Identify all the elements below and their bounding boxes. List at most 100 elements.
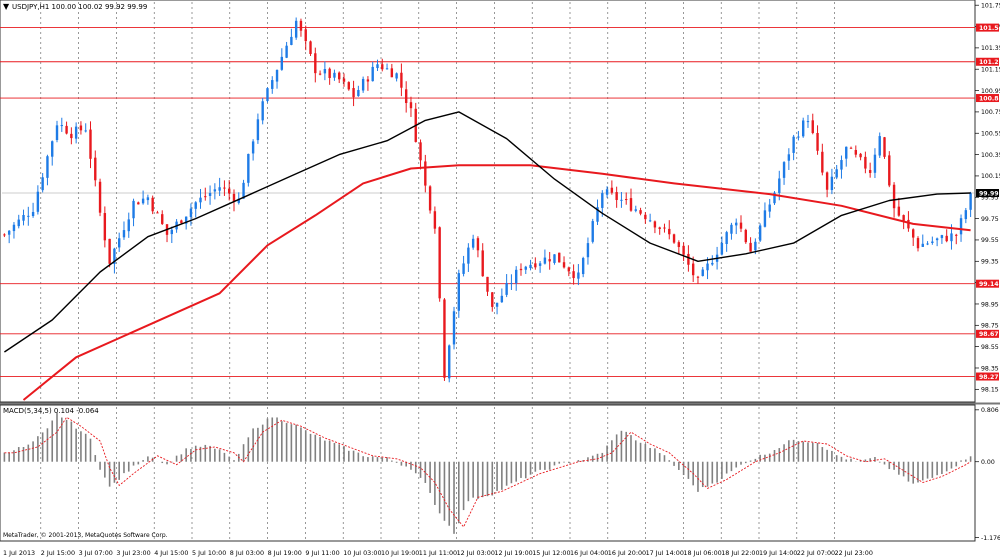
candle-body [161,214,164,224]
candle-body [892,184,896,209]
candle-body [122,230,126,238]
copyright-label: MetaTrader, © 2001-2013, MetaQuotes Soft… [3,532,168,539]
candle-body [424,161,427,186]
price-tick-label: 99.35 [981,259,999,266]
price-tick-label: 100.35 [981,152,1000,159]
candle-body [849,147,853,149]
candle-body [629,198,633,211]
candle-body [529,264,532,269]
candle-body [883,137,886,157]
candle-body [778,178,781,193]
level-price-label: 101.54 [979,25,1000,32]
slow-moving-average-line [22,164,971,401]
candle-body [653,221,657,228]
price-tick-label: 98.75 [981,323,999,330]
candle-body [816,132,819,151]
time-tick-label: 15 Jul 12:00 [532,549,570,557]
time-tick-label: 16 Jul 04:00 [570,549,608,557]
price-tick-label: 101.35 [981,45,1000,52]
time-tick-label: 10 Jul 03:00 [343,549,381,557]
candle-body [668,228,671,235]
candle-body [916,238,920,249]
candle-body [720,242,724,255]
candlestick-series [3,17,972,383]
candle-body [443,299,446,378]
candle-body [409,102,413,109]
candle-body [735,222,738,226]
candle-body [878,136,881,156]
candle-body [935,238,939,241]
candle-body [79,125,83,131]
candle-body [773,192,776,204]
candle-body [428,186,432,211]
candle-body [682,245,685,255]
candle-body [897,206,901,216]
candle-body [524,266,527,270]
candle-body [711,262,714,265]
candle-body [481,250,484,277]
time-tick-label: 12 Jul 03:00 [457,549,495,557]
candle-body [94,157,97,181]
candle-body [758,225,762,241]
candle-body [228,188,231,194]
candle-body [433,211,437,229]
price-tick-label: 101.15 [981,67,1000,74]
candle-body [41,177,44,191]
level-price-tag [976,279,999,288]
candle-body [677,242,681,248]
candle-body [821,151,824,173]
time-tick-label: 8 Jul 19:00 [268,549,302,557]
candle-body [730,224,733,234]
candle-body [931,241,934,244]
candle-body [395,73,398,79]
candle-body [534,263,537,268]
candle-body [3,234,6,236]
candle-body [251,141,255,154]
candle-body [280,56,284,70]
price-panel[interactable] [0,0,976,403]
candle-body [577,272,580,279]
candle-body [51,141,54,157]
candle-body [806,121,810,123]
candle-body [491,292,494,307]
time-tick-label: 8 Jul 03:00 [230,549,264,557]
candle-body [117,238,121,248]
candle-body [926,243,929,245]
candle-body [328,68,331,79]
candle-body [12,224,16,232]
candle-body [538,263,542,266]
candle-body [46,156,49,178]
level-price-label: 100.88 [979,95,1000,102]
macd-signal-line [4,416,971,528]
candle-body [845,146,848,159]
candle-body [89,129,92,159]
candle-body [390,68,394,78]
candle-body [792,136,795,153]
current-price-tag [976,188,999,197]
candle-body [266,88,269,102]
candle-body [290,36,293,45]
price-axis: 101.75101.55101.35101.15100.95100.75100.… [975,3,1000,394]
candle-body [581,258,585,275]
candle-body [768,204,771,212]
time-tick-label: 4 Jul 15:00 [154,549,188,557]
candle-body [452,311,456,345]
time-tick-label: 12 Jul 19:00 [494,549,532,557]
price-tick-label: 100.95 [981,88,1000,95]
candle-body [486,276,489,292]
candle-body [663,227,666,229]
candle-body [754,241,757,251]
collapse-arrow-icon[interactable]: ▼ [3,2,10,11]
candle-body [400,72,403,88]
macd-info-label: MACD(5,34,5) 0.104 -0.064 [3,407,99,415]
candle-body [749,242,752,252]
candle-body [620,199,623,201]
candle-body [825,172,829,190]
price-tick-label: 101.75 [981,3,1000,10]
candle-body [725,232,728,245]
price-tick-label: 100.75 [981,109,1000,116]
candle-body [782,162,786,178]
candle-body [108,238,111,264]
candle-body [505,282,508,295]
